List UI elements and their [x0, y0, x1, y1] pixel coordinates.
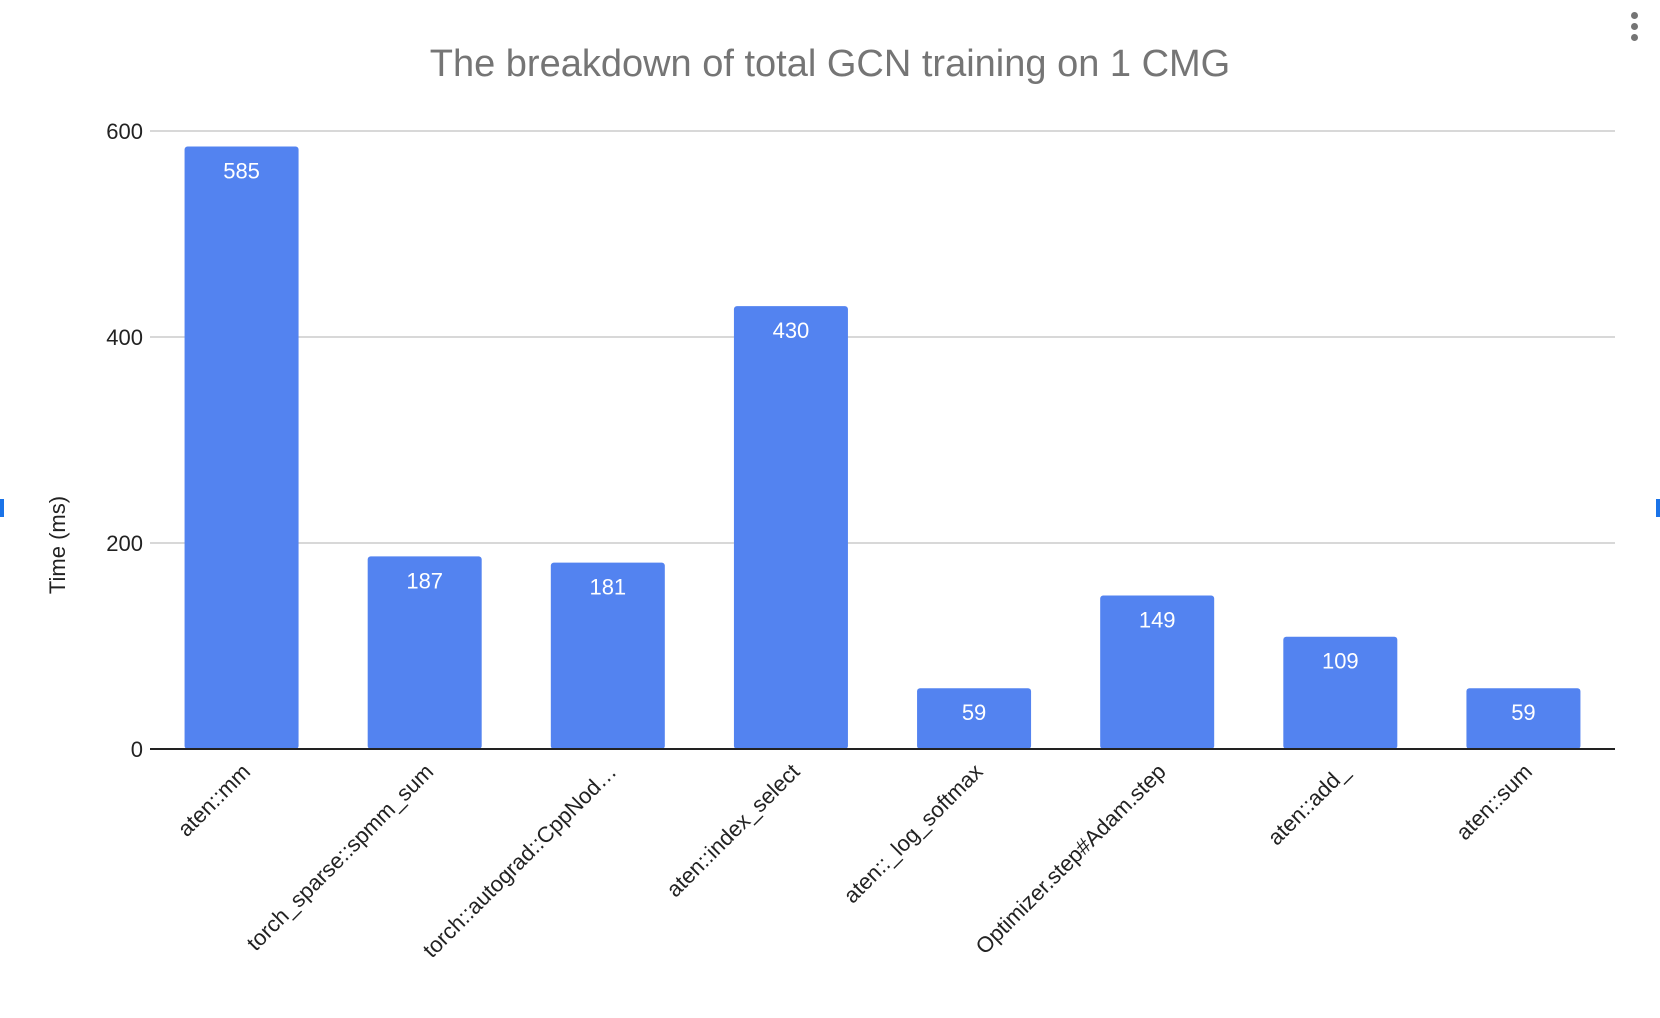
data-label: 59 [1511, 700, 1535, 725]
data-label: 585 [223, 158, 260, 183]
data-label: 181 [589, 575, 626, 600]
menu-dot [1630, 23, 1638, 30]
x-category-label: aten::mm [173, 759, 256, 842]
y-axis-title: Time (ms) [45, 496, 70, 594]
y-axis-ticks: 0 200 400 600 [106, 119, 143, 762]
y-tick-label: 0 [131, 737, 143, 762]
data-labels: 585 187 181 430 59 149 109 59 [223, 158, 1535, 725]
x-category-label: aten::_log_softmax [838, 759, 987, 908]
data-label: 109 [1322, 649, 1359, 674]
left-resize-handle[interactable] [0, 499, 4, 517]
y-tick-label: 200 [106, 531, 143, 556]
bar [550, 562, 665, 749]
menu-dot [1630, 34, 1638, 41]
bar [917, 688, 1032, 749]
bars [184, 146, 1581, 749]
bar [367, 556, 482, 749]
right-resize-handle[interactable] [1656, 499, 1660, 517]
y-tick-label: 400 [106, 325, 143, 350]
gridlines [150, 130, 1615, 544]
data-label: 149 [1139, 608, 1176, 633]
data-label: 430 [773, 318, 810, 343]
x-category-label: aten::add_ [1263, 758, 1355, 850]
menu-dot [1630, 12, 1638, 19]
category-labels: aten::mmtorch_sparse::spmm_sumtorch::aut… [173, 758, 1537, 962]
chart-title: The breakdown of total GCN training on 1… [430, 43, 1231, 85]
y-tick-label: 600 [106, 119, 143, 144]
x-category-label: torch::autograd::CppNod… [418, 759, 622, 963]
more-options-icon[interactable] [1624, 8, 1644, 48]
data-label: 187 [406, 568, 443, 593]
bar [1100, 595, 1215, 749]
bar [184, 146, 299, 749]
x-category-label: aten::index_select [661, 759, 804, 902]
x-category-label: aten::sum [1451, 759, 1537, 845]
bar [733, 306, 848, 749]
x-category-label: torch_sparse::spmm_sum [242, 759, 439, 956]
x-category-label: Optimizer.step#Adam.step [971, 759, 1171, 959]
bar [1283, 636, 1398, 749]
data-label: 59 [962, 700, 986, 725]
bar [1466, 688, 1581, 749]
